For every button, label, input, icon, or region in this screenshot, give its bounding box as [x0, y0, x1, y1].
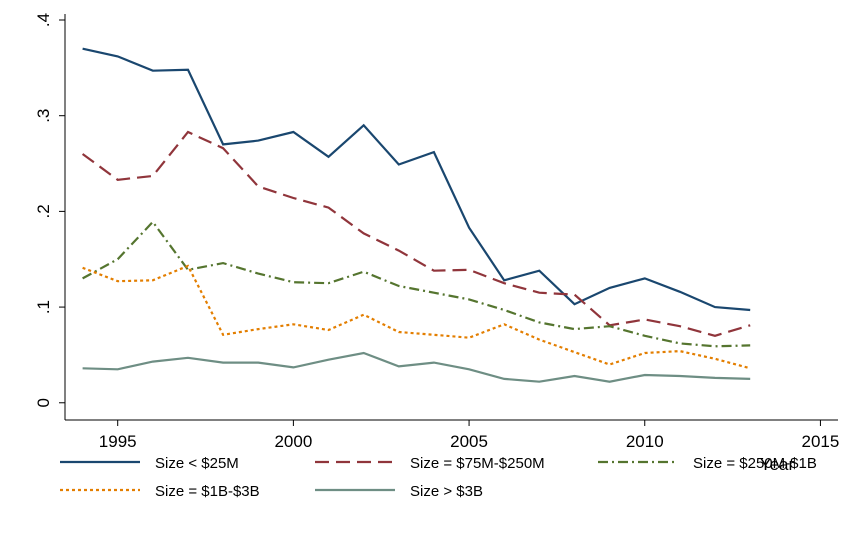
y-tick-label: .4	[34, 13, 53, 27]
x-axis-label: Year	[760, 455, 795, 474]
x-tick-label: 1995	[99, 432, 137, 451]
y-tick-label: .1	[34, 300, 53, 314]
series-line	[82, 351, 751, 383]
x-tick-label: 2005	[450, 432, 488, 451]
series-line	[82, 220, 751, 348]
series-line	[82, 264, 751, 370]
x-tick-label: 2010	[626, 432, 664, 451]
y-tick-label: 0	[34, 398, 53, 407]
legend-label: Size = $75M-$250M	[410, 455, 545, 472]
series-line	[82, 47, 751, 312]
legend-label: Size = $1B-$3B	[155, 483, 260, 500]
series-line	[81, 130, 751, 337]
x-tick-label: 2000	[274, 432, 312, 451]
x-tick-label: 2015	[802, 432, 840, 451]
y-tick-label: .3	[34, 109, 53, 123]
legend-label: Size = $250M-$1B	[693, 455, 817, 472]
legend-label: Size < $25M	[155, 455, 239, 472]
legend-label: Size > $3B	[410, 483, 483, 500]
y-tick-label: .2	[34, 204, 53, 218]
